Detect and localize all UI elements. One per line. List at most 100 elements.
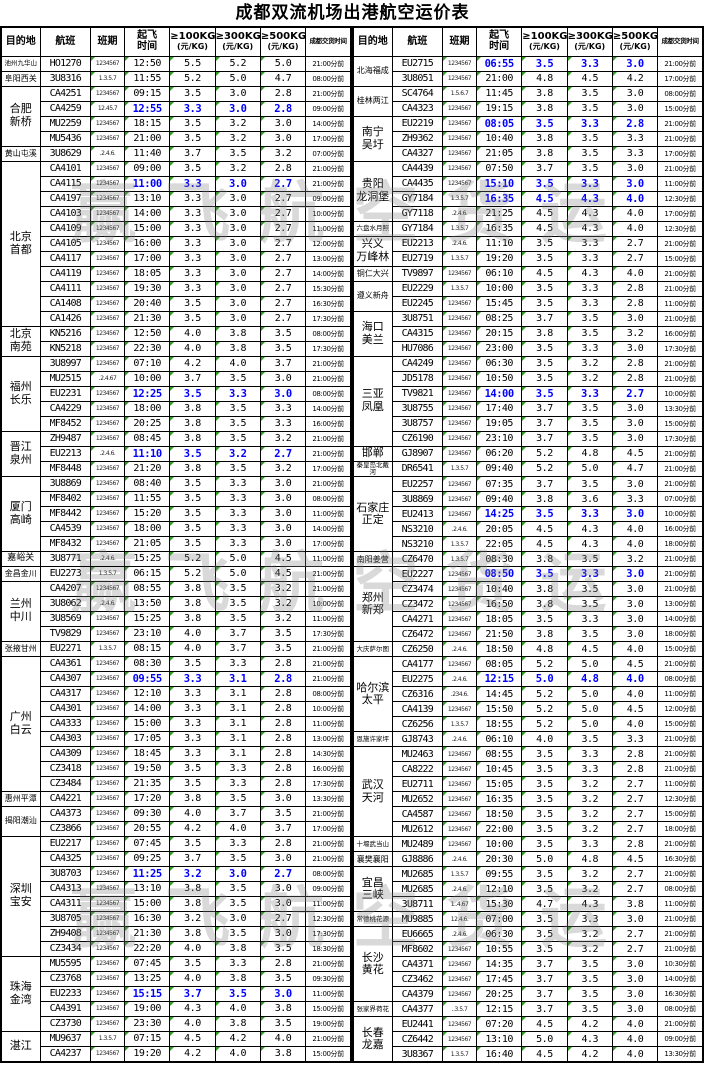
price-300kg-cell: 3.5	[214, 415, 261, 432]
schedule-cell: .2.4.6.	[442, 926, 478, 943]
table-row: 3U8711 1..4.67 15:30 4.7 4.3 3.8 11:00分前	[353, 896, 704, 913]
price-100kg-cell: 3.3	[169, 700, 216, 717]
price-100kg-cell: 3.5	[521, 836, 568, 853]
cutoff-time-cell: 16:30分前	[657, 851, 704, 868]
price-100kg-cell: 3.5	[169, 310, 216, 327]
price-500kg-cell: 4.0	[611, 671, 659, 688]
price-100kg-cell: 3.5	[169, 475, 216, 492]
schedule-cell: 1234567	[90, 760, 126, 777]
price-300kg-cell: 3.0	[214, 220, 261, 237]
cutoff-time-cell: 21:00分前	[657, 731, 704, 748]
destination-cell: 贵阳 龙洞堡	[352, 160, 393, 222]
price-500kg-cell: 2.8	[259, 160, 307, 177]
cutoff-time-cell: 11:00分前	[305, 715, 352, 732]
schedule-cell: 1234567	[442, 986, 478, 1003]
cutoff-time-cell: 17:00分前	[657, 205, 704, 222]
schedule-cell: 1.3.5.7	[442, 1046, 478, 1063]
table-row: CA4103 1234567 14:00 3.3 3.0 2.7 10:00分前	[1, 205, 352, 222]
price-500kg-cell: 4.5	[611, 701, 659, 718]
price-500kg-cell: 3.0	[611, 430, 659, 447]
departure-time-cell: 10:00	[476, 836, 523, 853]
price-100kg-cell: 3.7	[521, 415, 568, 432]
price-100kg-cell: 3.7	[521, 160, 568, 177]
header-price-300kg: ≥300KG (元/KG)	[566, 26, 613, 57]
flight-number-cell: CA4317	[39, 685, 92, 702]
cutoff-time-cell: 16:30分前	[305, 295, 352, 312]
price-100kg-cell: 3.8	[169, 895, 216, 912]
departure-time-cell: 12:10	[124, 685, 171, 702]
departure-time-cell: 19:50	[124, 760, 171, 777]
price-100kg-cell: 3.5	[521, 385, 568, 402]
price-500kg-cell: 4.7	[259, 70, 307, 87]
price-500kg-cell: 3.0	[611, 415, 659, 432]
destination-cell: 三亚 凤凰	[352, 355, 393, 447]
price-300kg-cell: 3.2	[214, 445, 261, 462]
flight-number-cell: CA4111	[39, 280, 92, 297]
flight-number-cell: EU2257	[391, 476, 444, 493]
price-100kg-cell: 3.3	[169, 235, 216, 252]
departure-time-cell: 14:25	[476, 506, 523, 523]
price-500kg-cell: 2.8	[259, 760, 307, 777]
price-300kg-cell: 4.0	[214, 820, 261, 837]
flight-number-cell: HO1270	[39, 55, 92, 72]
destination-cell: 兰州 中川	[0, 580, 41, 642]
cutoff-time-cell: 21:00分前	[305, 475, 352, 492]
cutoff-time-cell: 09:00分前	[657, 1031, 704, 1048]
flight-number-cell: 3U8755	[391, 400, 444, 417]
price-500kg-cell: 3.5	[259, 970, 307, 987]
price-500kg-cell: 3.0	[611, 175, 659, 192]
price-500kg-cell: 2.8	[259, 655, 307, 672]
price-300kg-cell: 4.3	[566, 896, 613, 913]
cutoff-time-cell: 14:30分前	[305, 745, 352, 762]
table-row: ZH9408 1234567 21:30 3.8 3.5 3.0 17:30分前	[1, 925, 352, 942]
price-500kg-cell: 3.8	[611, 896, 659, 913]
departure-time-cell: 18:55	[476, 716, 523, 733]
departure-time-cell: 08:50	[476, 566, 523, 583]
price-300kg-cell: 3.5	[214, 580, 261, 597]
price-500kg-cell: 3.0	[259, 370, 307, 387]
departure-time-cell: 18:45	[124, 745, 171, 762]
destination-cell: 兴义 万峰林	[352, 235, 393, 267]
cutoff-time-cell: 08:00分前	[657, 671, 704, 688]
price-100kg-cell: 3.5	[169, 835, 216, 852]
departure-time-cell: 19:30	[124, 280, 171, 297]
departure-time-cell: 08:05	[476, 115, 523, 132]
price-100kg-cell: 3.8	[521, 130, 568, 147]
flight-number-cell: 3U8705	[39, 910, 92, 927]
price-300kg-cell: 3.7	[214, 640, 261, 657]
price-300kg-cell: 4.0	[214, 1045, 261, 1063]
destination-cell: 惠州平潭	[0, 790, 41, 807]
flight-number-cell: CA4221	[39, 790, 92, 807]
flight-number-cell: CZ6470	[391, 551, 444, 568]
schedule-cell: 1234567	[442, 941, 478, 958]
price-100kg-cell: 3.5	[169, 520, 216, 537]
cutoff-time-cell: 21:00分前	[657, 581, 704, 598]
price-100kg-cell: 3.3	[169, 265, 216, 282]
price-300kg-cell: 5.0	[214, 565, 261, 582]
price-500kg-cell: 2.8	[259, 670, 307, 687]
flight-number-cell: CZ3866	[39, 820, 92, 837]
schedule-cell: 1.3.5.7	[90, 640, 126, 657]
schedule-cell: 1234567	[90, 685, 126, 702]
departure-time-cell: 06:30	[476, 926, 523, 943]
price-500kg-cell: 2.8	[259, 715, 307, 732]
flight-number-cell: MU2463	[391, 746, 444, 763]
table-row: 3U8703 1234567 11:25 3.2 3.0 2.7 08:00分前	[1, 865, 352, 882]
price-300kg-cell: 3.3	[566, 761, 613, 778]
departure-time-cell: 21:00	[476, 70, 523, 87]
schedule-cell: 1.3.5.7	[442, 551, 478, 568]
table-row: 3U8705 1234567 16:30 3.2 3.0 2.7 12:30分前	[1, 910, 352, 927]
table-row: GY7118.2.4.6. 21:25 4.5 4.3 4.0 17:00分前	[353, 205, 704, 222]
price-300kg-cell: 3.5	[214, 145, 261, 162]
departure-time-cell: 09:15	[124, 85, 171, 102]
price-500kg-cell: 3.0	[611, 611, 659, 628]
table-row: CA4307 1234567 09:55 3.3 3.1 2.8 21:00分前	[1, 670, 352, 687]
price-300kg-cell: 3.0	[214, 235, 261, 252]
price-100kg-cell: 4.5	[521, 190, 568, 207]
price-100kg-cell: 4.5	[169, 1030, 216, 1047]
schedule-cell: 1234567	[442, 340, 478, 357]
schedule-cell: 1234567	[442, 581, 478, 598]
price-500kg-cell: 3.5	[259, 1015, 307, 1032]
schedule-cell: 1234567	[442, 325, 478, 342]
price-300kg-cell: 3.0	[214, 295, 261, 312]
